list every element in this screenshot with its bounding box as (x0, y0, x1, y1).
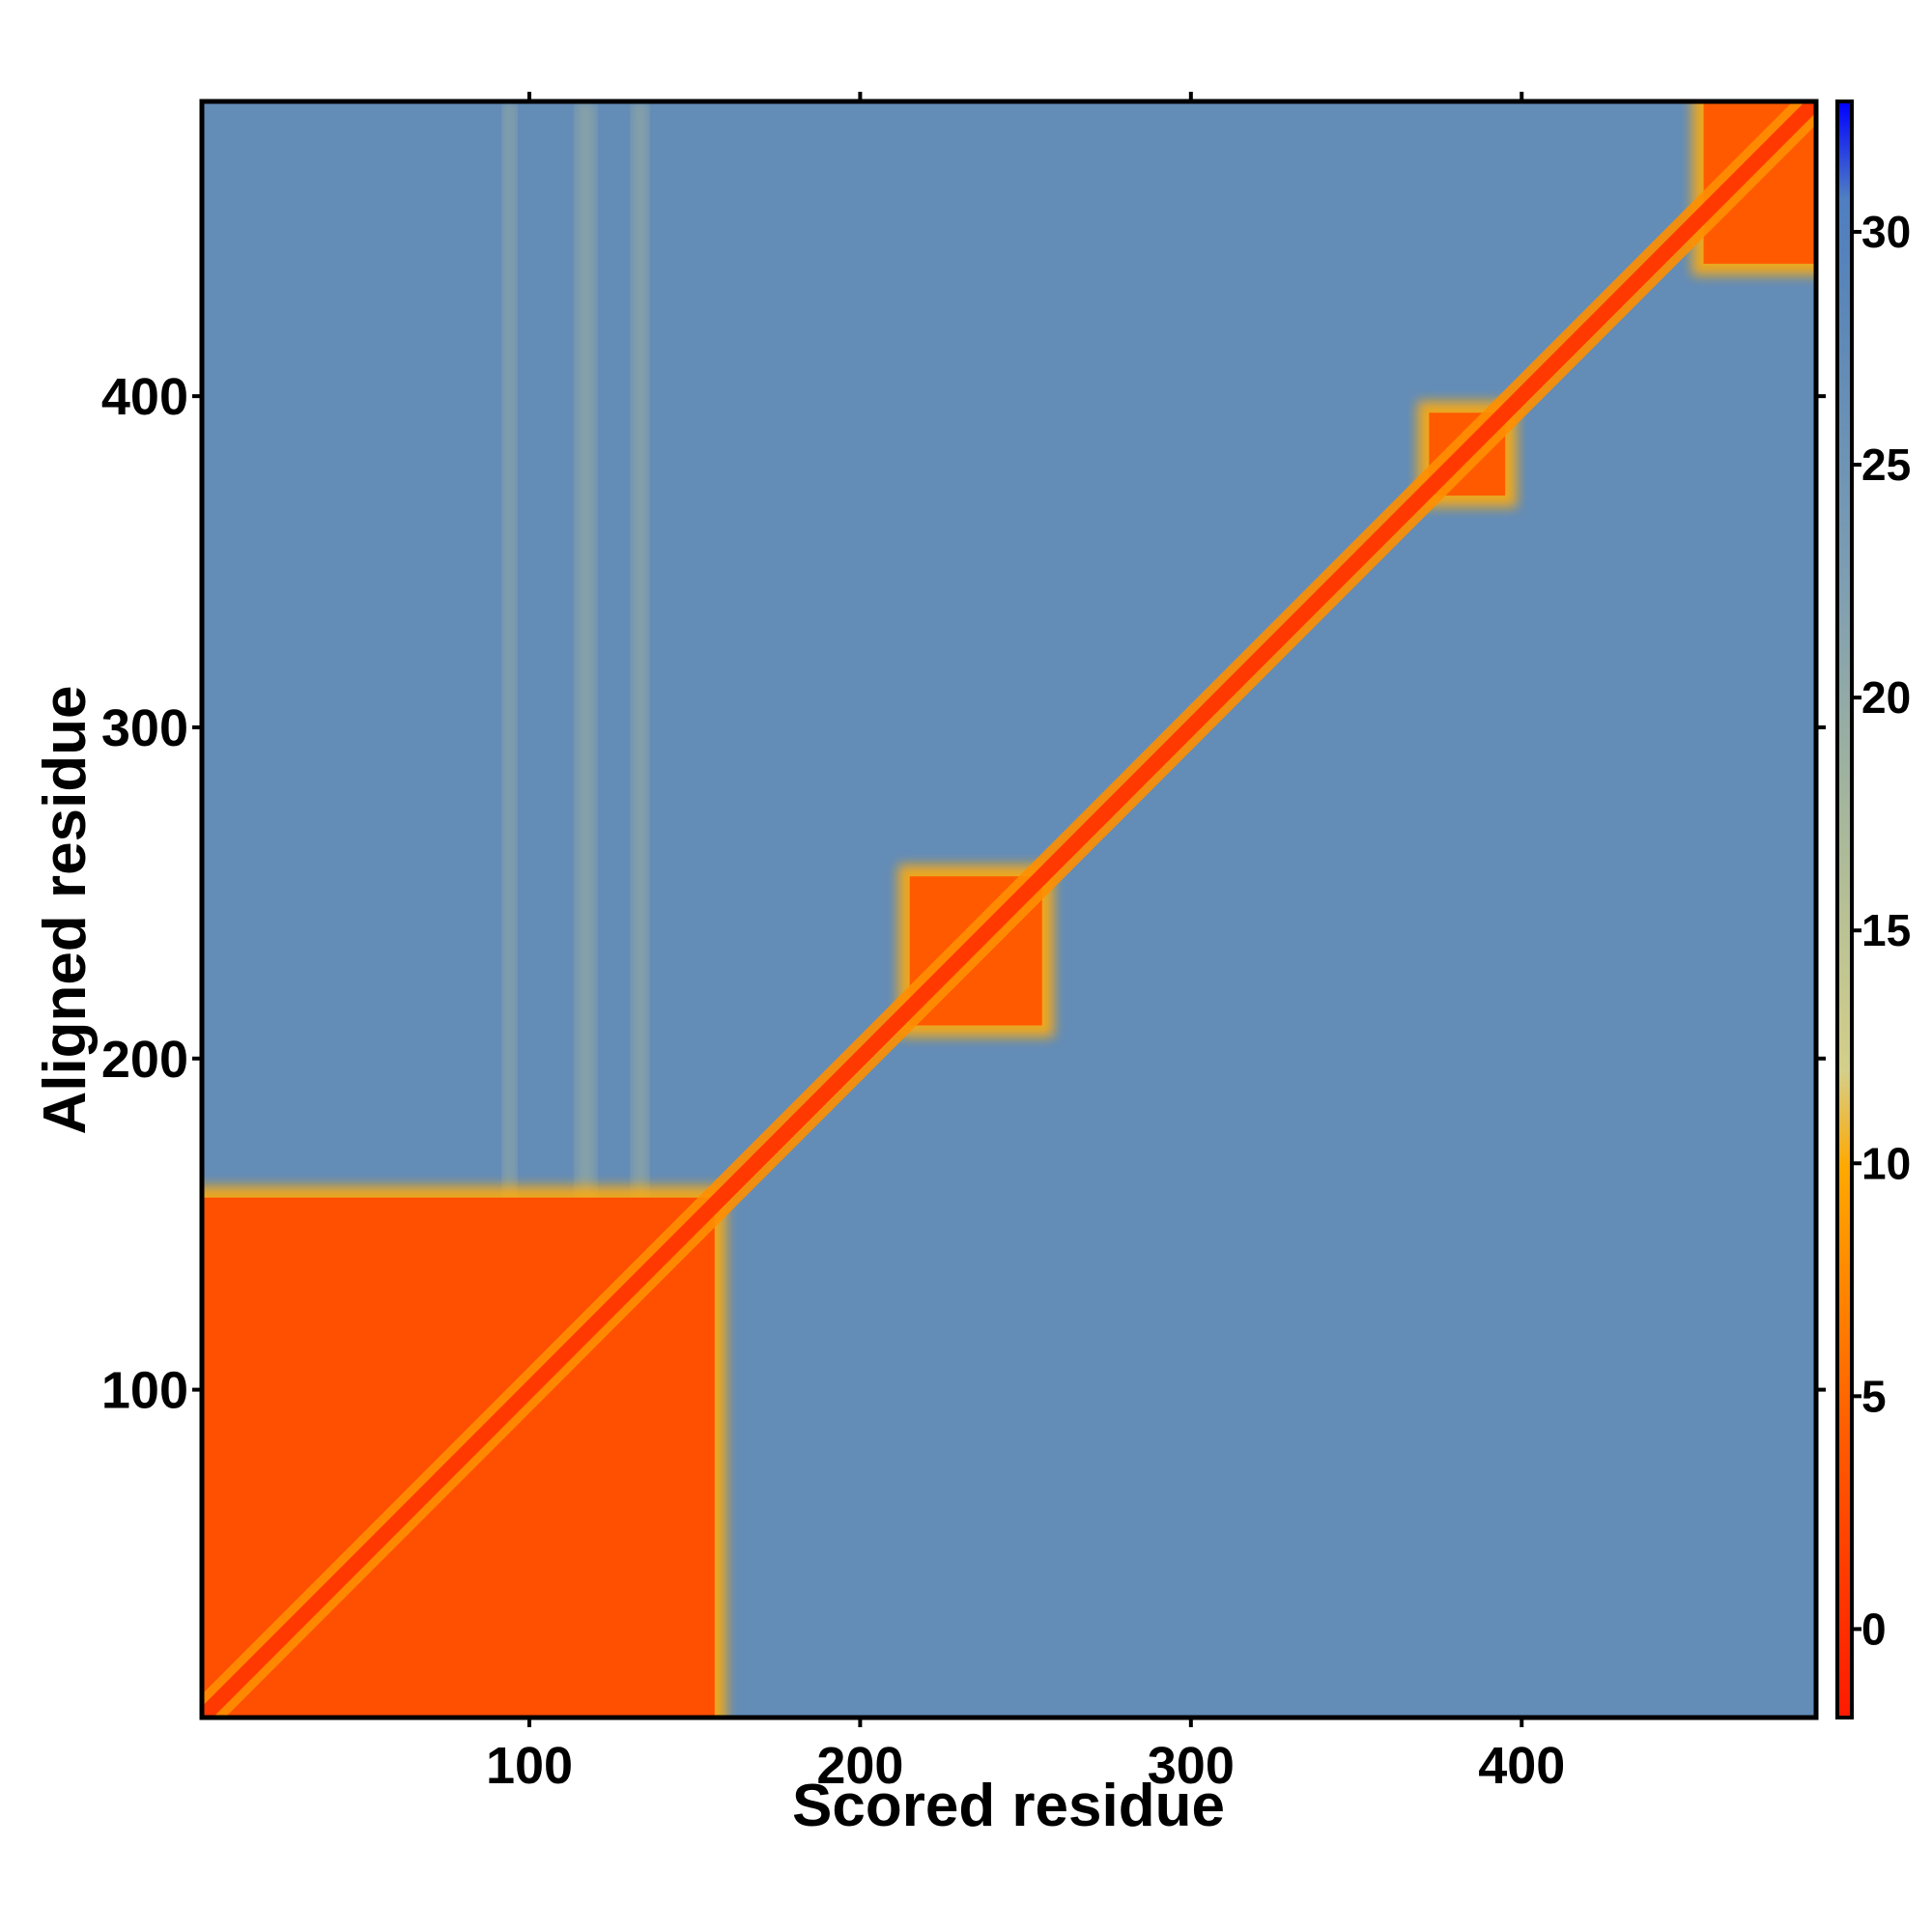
x-tick-label: 300 (1148, 1737, 1235, 1795)
x-tick-label: 200 (816, 1737, 903, 1795)
y-tick-label: 100 (101, 1362, 188, 1420)
colorbar-tick-label: 30 (1861, 207, 1911, 257)
colorbar-tick-label: 5 (1861, 1371, 1887, 1421)
y-tick-label: 400 (101, 368, 188, 426)
colorbar-tick-label: 0 (1861, 1604, 1887, 1654)
colorbar-tick-label: 20 (1861, 672, 1911, 723)
x-axis: 100 200 300 400 (486, 92, 1565, 1795)
x-tick-label: 400 (1478, 1737, 1565, 1795)
colorbar-axis: 0 5 10 15 20 25 30 (1852, 207, 1911, 1654)
heatmap-cells (202, 101, 1816, 1718)
y-axis-title: Aligned residue (32, 685, 99, 1134)
colorbar-tick-label: 15 (1861, 905, 1911, 955)
plot-frame (199, 99, 1819, 1720)
y-tick-label: 200 (101, 1031, 188, 1089)
x-tick-label: 100 (486, 1737, 573, 1795)
colorbar-tick-label: 25 (1861, 440, 1911, 490)
x-axis-title: Scored residue (792, 1773, 1225, 1839)
colorbar-tick-label: 10 (1861, 1138, 1911, 1188)
y-tick-label: 300 (101, 699, 188, 757)
y-axis: 100 200 300 400 (101, 368, 1826, 1420)
colorbar (1835, 99, 1854, 1719)
heatmap-diagonal (202, 101, 1816, 1718)
